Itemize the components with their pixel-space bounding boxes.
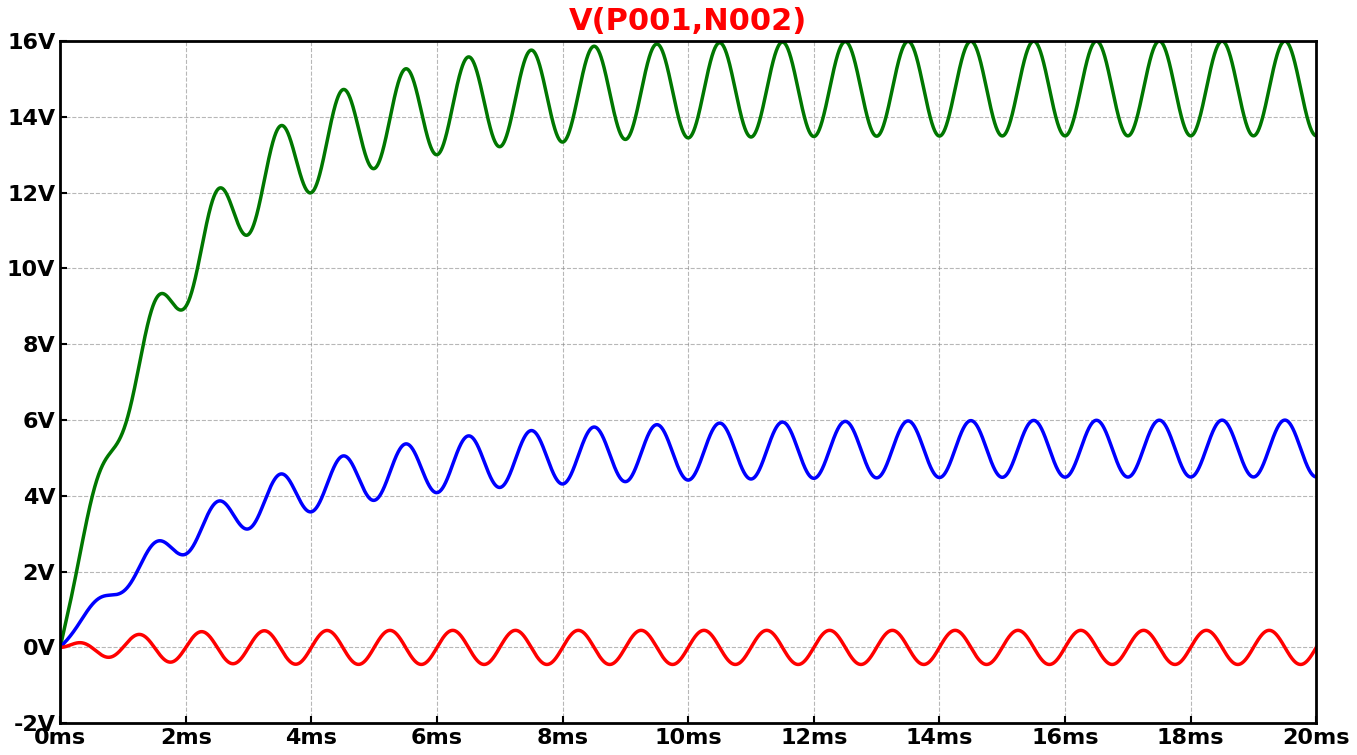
Title: V(P001,N002): V(P001,N002) [569,7,807,36]
